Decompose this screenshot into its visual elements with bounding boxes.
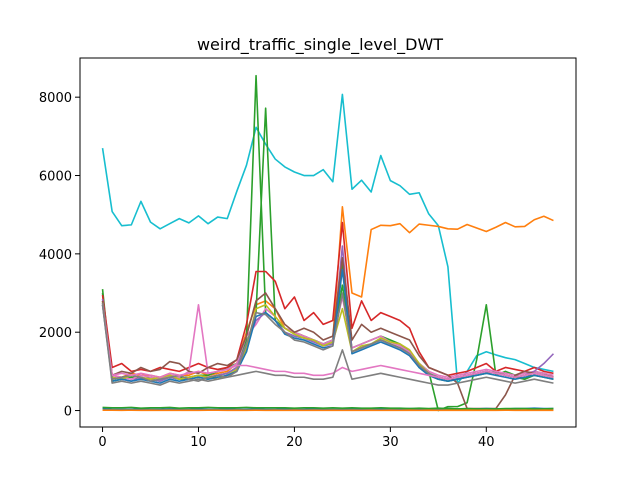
- y-axis-ticks: 0 2000 4000 6000 8000: [39, 91, 80, 420]
- y-tick-label: 4000: [39, 248, 72, 263]
- x-tick-label: 30: [382, 435, 399, 450]
- series-line-11: [101, 304, 554, 381]
- y-tick-label: 8000: [39, 91, 72, 106]
- series-line-5: [101, 296, 554, 381]
- x-tick-label: 20: [286, 435, 303, 450]
- series-line-9: [101, 268, 554, 384]
- y-tick-label: 0: [64, 405, 72, 420]
- chart-title: weird_traffic_single_level_DWT: [197, 35, 443, 55]
- x-tick-label: 40: [478, 435, 495, 450]
- y-tick-label: 2000: [39, 326, 72, 341]
- x-axis-ticks: 0 10 20 30 40: [98, 427, 495, 450]
- plot-area-frame: [79, 57, 577, 428]
- y-tick-label: 6000: [39, 170, 72, 185]
- series-line-12: [101, 304, 554, 386]
- series-layer: [101, 74, 555, 412]
- series-line-4: [101, 221, 554, 377]
- x-tick-label: 10: [190, 435, 207, 450]
- x-tick-label: 0: [98, 435, 106, 450]
- series-line-14: [102, 406, 554, 410]
